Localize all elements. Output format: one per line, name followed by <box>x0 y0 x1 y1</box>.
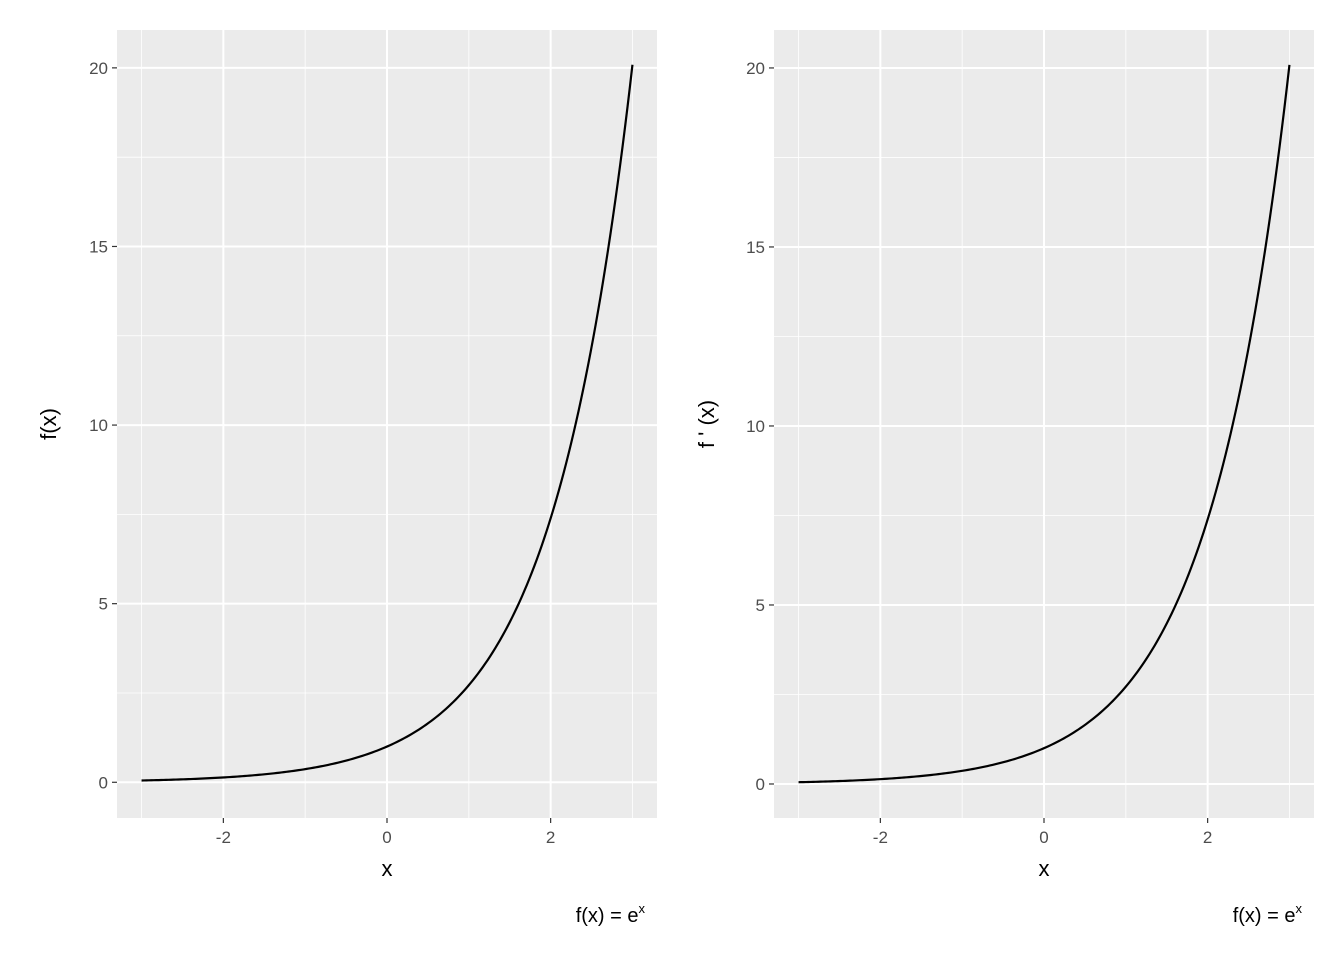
y-tick-label: 5 <box>756 596 765 615</box>
y-tick-label: 20 <box>89 59 108 78</box>
function-curve <box>798 64 1291 784</box>
y-tick-label: 10 <box>89 416 108 435</box>
x-tick-label: -2 <box>873 828 888 847</box>
x-tick-label: 2 <box>546 828 555 847</box>
caption-superscript: x <box>1296 901 1303 916</box>
y-tick-label: 20 <box>746 59 765 78</box>
function-curve <box>141 64 634 782</box>
y-tick-label: 15 <box>746 238 765 257</box>
y-tick-label: 0 <box>99 773 108 792</box>
y-tick-label: 10 <box>746 417 765 436</box>
caption: f(x) = ex <box>576 901 646 927</box>
y-axis-label: f ' (x) <box>694 400 719 448</box>
x-tick-label: 0 <box>1039 828 1048 847</box>
x-tick-label: -2 <box>216 828 231 847</box>
caption: f(x) = ex <box>1233 901 1303 927</box>
y-tick-label: 5 <box>99 595 108 614</box>
caption-superscript: x <box>639 901 646 916</box>
x-tick-label: 0 <box>382 828 391 847</box>
caption-base: f(x) = e <box>1233 905 1296 927</box>
caption-base: f(x) = e <box>576 905 639 927</box>
x-axis-label: x <box>1039 856 1050 881</box>
y-axis-label: f(x) <box>36 408 61 440</box>
y-tick-label: 0 <box>756 775 765 794</box>
x-tick-label: 2 <box>1203 828 1212 847</box>
x-axis-label: x <box>382 856 393 881</box>
y-tick-label: 15 <box>89 237 108 256</box>
